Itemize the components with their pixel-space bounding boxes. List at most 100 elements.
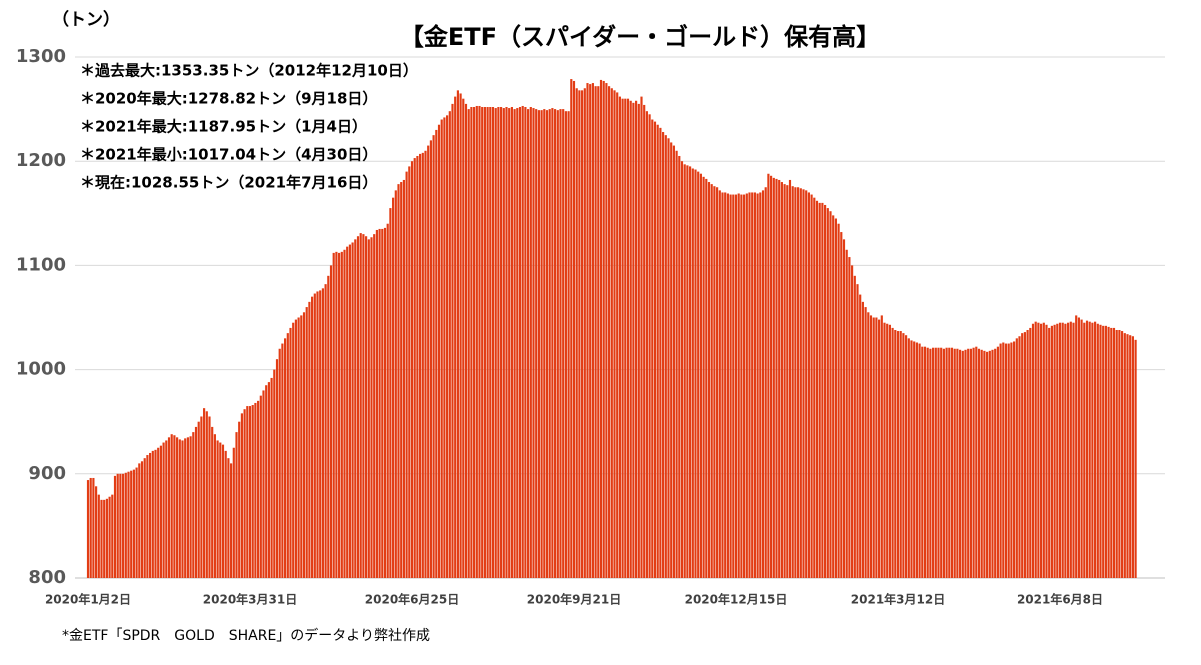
bar: [643, 104, 646, 578]
bar: [275, 359, 279, 578]
bar: [926, 347, 929, 578]
bar: [678, 155, 681, 579]
bar: [878, 319, 881, 578]
bar: [248, 406, 252, 578]
bar: [772, 177, 775, 578]
bar: [996, 346, 999, 578]
bar: [988, 350, 991, 578]
bar: [721, 192, 724, 578]
bar: [1118, 330, 1121, 578]
bar: [834, 218, 837, 578]
bar: [132, 469, 135, 578]
bar: [305, 307, 308, 578]
bar: [516, 108, 519, 579]
bar: [556, 110, 559, 578]
bar: [1112, 327, 1116, 578]
bar: [267, 382, 270, 578]
bar: [505, 107, 508, 579]
bar: [278, 348, 281, 578]
y-tick-label: 800: [28, 567, 66, 588]
bar: [670, 142, 673, 578]
bar: [964, 349, 967, 578]
bar: [732, 194, 735, 578]
bar: [167, 437, 171, 578]
bar: [753, 192, 756, 578]
bar: [575, 88, 578, 578]
bar: [338, 252, 341, 578]
bar: [683, 164, 686, 579]
bar: [375, 229, 378, 579]
bar: [813, 197, 816, 579]
bar: [994, 348, 997, 578]
bar: [316, 291, 319, 578]
bar: [356, 236, 360, 578]
bar: [200, 416, 203, 578]
bar: [910, 340, 913, 578]
bar: [586, 83, 589, 579]
bar: [1042, 322, 1045, 578]
bar: [794, 187, 797, 578]
bar: [1091, 322, 1094, 578]
bar: [632, 102, 635, 579]
bar: [219, 442, 222, 578]
bar: [211, 426, 214, 578]
bar: [937, 347, 940, 578]
bar: [761, 190, 765, 578]
bar: [335, 251, 338, 578]
bar: [537, 110, 540, 578]
bar: [143, 458, 146, 578]
bar: [289, 327, 292, 578]
bar: [1067, 322, 1070, 578]
bar: [232, 447, 235, 578]
bar: [810, 194, 813, 578]
bar: [621, 98, 624, 579]
bar: [648, 114, 651, 578]
bar: [176, 437, 179, 578]
bar: [1131, 336, 1134, 578]
bar: [446, 115, 449, 579]
bar: [470, 107, 473, 579]
bar: [383, 227, 387, 578]
bar: [780, 182, 783, 579]
bar: [572, 80, 576, 578]
bar: [189, 436, 192, 578]
bar: [535, 109, 538, 578]
bar: [1056, 323, 1059, 578]
bar: [365, 236, 368, 578]
bar: [343, 249, 346, 578]
bar: [791, 186, 794, 578]
bar: [740, 194, 743, 578]
bar: [362, 234, 365, 578]
bar: [1050, 325, 1053, 578]
bar: [448, 111, 451, 579]
bar: [1123, 333, 1126, 578]
x-tick-label: 2021年3月12日: [851, 592, 945, 607]
bar: [424, 150, 427, 578]
bar: [111, 494, 114, 578]
bar: [1029, 327, 1032, 578]
bar: [896, 331, 900, 578]
bar: [826, 208, 829, 578]
bar: [224, 450, 227, 578]
bar: [967, 348, 970, 578]
bar: [381, 228, 384, 578]
bar: [953, 348, 956, 578]
bar: [408, 166, 411, 578]
bar: [640, 96, 643, 578]
chart-title: 【金ETF（スパイダー・ゴールド）保有高】: [400, 23, 880, 51]
bar: [705, 178, 708, 578]
bars: [86, 79, 1137, 579]
bar: [972, 347, 975, 578]
annotation: ＊2021年最小:1017.04トン（4月30日）: [80, 146, 377, 164]
bar: [230, 463, 233, 578]
bar: [616, 92, 619, 578]
bar: [986, 351, 989, 578]
bar: [311, 296, 314, 578]
bar: [599, 79, 603, 578]
bar: [478, 105, 481, 578]
bar: [626, 98, 630, 579]
bar: [637, 103, 640, 578]
bar: [491, 107, 495, 579]
bar: [718, 190, 721, 578]
